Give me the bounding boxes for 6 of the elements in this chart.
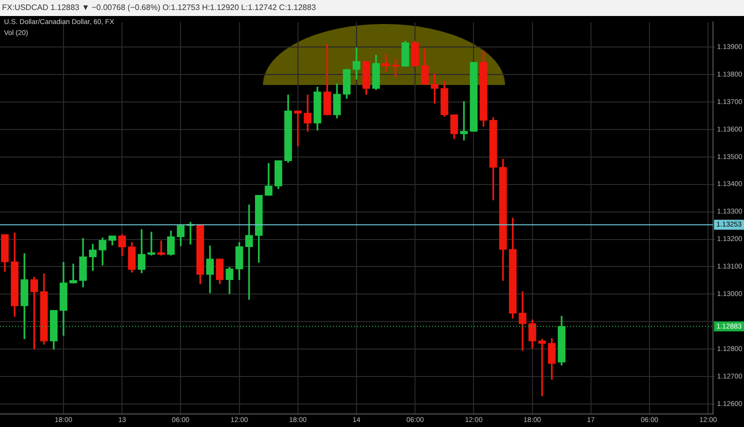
candlestick bbox=[518, 291, 526, 351]
chart-title: FX:USDCAD 1.12883 ▼ −0.00768 (−0.68%) O:1.12753 H:1.12920 L:1.12742 C:1.12883 bbox=[0, 0, 744, 16]
candlestick bbox=[460, 101, 468, 140]
candlestick bbox=[245, 204, 253, 300]
candlestick bbox=[538, 338, 546, 396]
candlestick bbox=[392, 58, 400, 78]
